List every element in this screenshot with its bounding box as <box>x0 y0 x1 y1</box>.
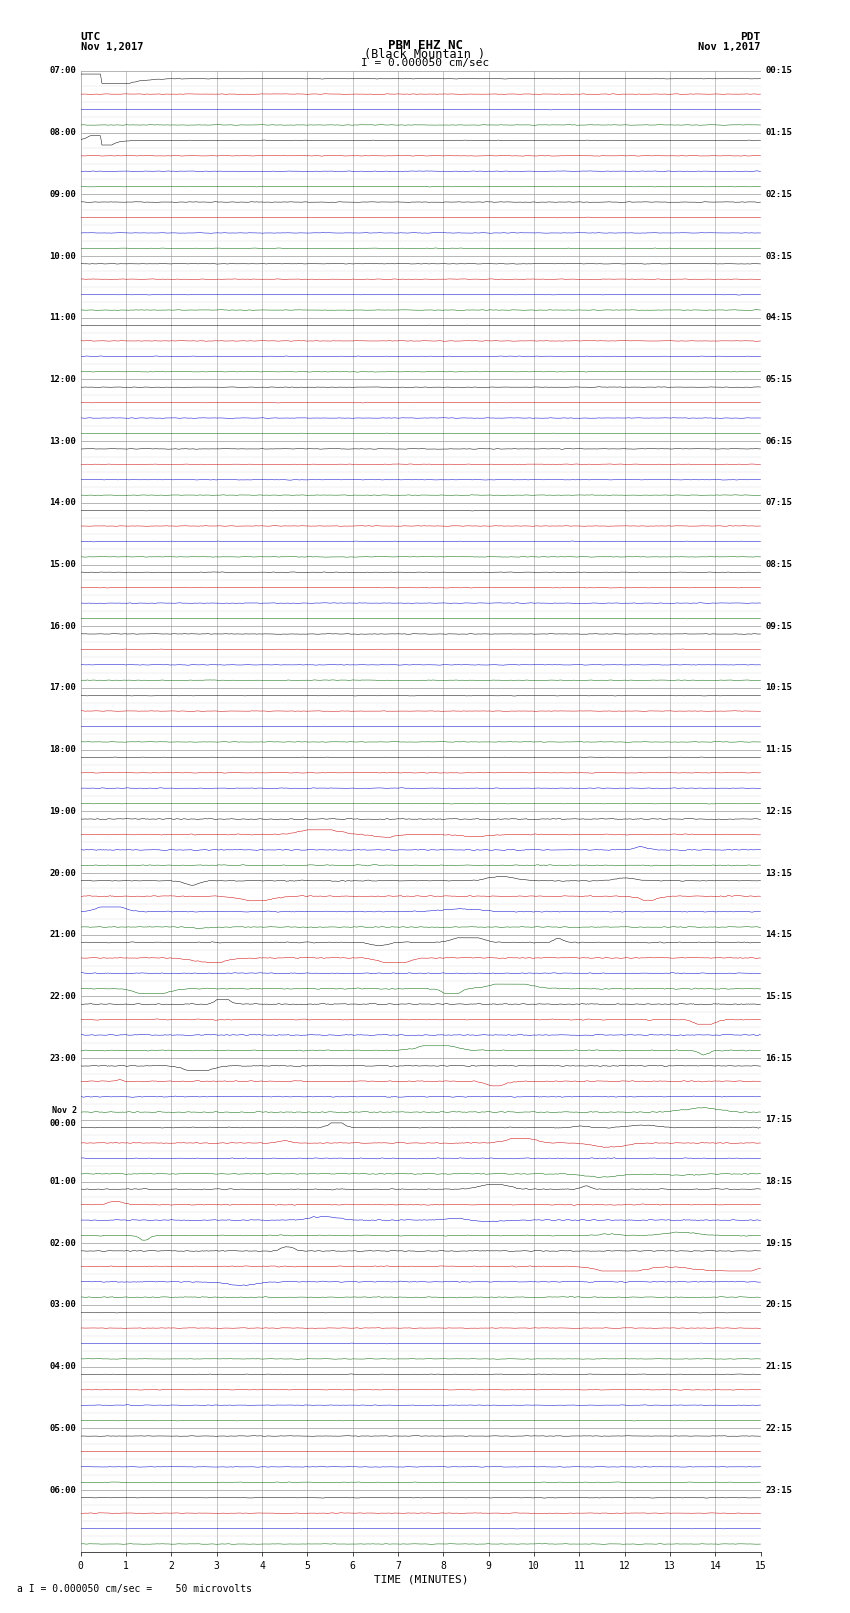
Text: 18:15: 18:15 <box>765 1177 792 1186</box>
Text: Nov 1,2017: Nov 1,2017 <box>81 42 144 52</box>
Text: 10:00: 10:00 <box>49 252 76 261</box>
Text: 03:15: 03:15 <box>765 252 792 261</box>
Text: UTC: UTC <box>81 32 101 42</box>
Text: 04:00: 04:00 <box>49 1361 76 1371</box>
Text: Nov 2: Nov 2 <box>52 1105 76 1115</box>
Text: 17:00: 17:00 <box>49 684 76 692</box>
Text: 08:00: 08:00 <box>49 127 76 137</box>
Text: 15:15: 15:15 <box>765 992 792 1002</box>
Text: 06:00: 06:00 <box>49 1486 76 1495</box>
Text: 19:00: 19:00 <box>49 806 76 816</box>
Text: 07:15: 07:15 <box>765 498 792 508</box>
Text: 20:15: 20:15 <box>765 1300 792 1310</box>
Text: 13:00: 13:00 <box>49 437 76 445</box>
Text: 17:15: 17:15 <box>765 1115 792 1124</box>
Text: 14:15: 14:15 <box>765 931 792 939</box>
Text: 04:15: 04:15 <box>765 313 792 323</box>
Text: a I = 0.000050 cm/sec =    50 microvolts: a I = 0.000050 cm/sec = 50 microvolts <box>17 1584 252 1594</box>
Text: 11:15: 11:15 <box>765 745 792 755</box>
Text: 16:00: 16:00 <box>49 621 76 631</box>
Text: 12:15: 12:15 <box>765 806 792 816</box>
Text: 06:15: 06:15 <box>765 437 792 445</box>
X-axis label: TIME (MINUTES): TIME (MINUTES) <box>373 1574 468 1586</box>
Text: 11:00: 11:00 <box>49 313 76 323</box>
Text: 23:15: 23:15 <box>765 1486 792 1495</box>
Text: 12:00: 12:00 <box>49 374 76 384</box>
Text: 21:00: 21:00 <box>49 931 76 939</box>
Text: Nov 1,2017: Nov 1,2017 <box>698 42 761 52</box>
Text: 02:15: 02:15 <box>765 190 792 198</box>
Text: PDT: PDT <box>740 32 761 42</box>
Text: 19:15: 19:15 <box>765 1239 792 1248</box>
Text: 15:00: 15:00 <box>49 560 76 569</box>
Text: 13:15: 13:15 <box>765 868 792 877</box>
Text: 00:00: 00:00 <box>49 1118 76 1127</box>
Text: PBM EHZ NC: PBM EHZ NC <box>388 39 462 52</box>
Text: (Black Mountain ): (Black Mountain ) <box>365 48 485 61</box>
Text: 10:15: 10:15 <box>765 684 792 692</box>
Text: 20:00: 20:00 <box>49 868 76 877</box>
Text: 01:15: 01:15 <box>765 127 792 137</box>
Text: 07:00: 07:00 <box>49 66 76 76</box>
Text: 23:00: 23:00 <box>49 1053 76 1063</box>
Text: 22:00: 22:00 <box>49 992 76 1002</box>
Text: 16:15: 16:15 <box>765 1053 792 1063</box>
Text: 02:00: 02:00 <box>49 1239 76 1248</box>
Text: 09:15: 09:15 <box>765 621 792 631</box>
Text: 05:15: 05:15 <box>765 374 792 384</box>
Text: 21:15: 21:15 <box>765 1361 792 1371</box>
Text: 09:00: 09:00 <box>49 190 76 198</box>
Text: I = 0.000050 cm/sec: I = 0.000050 cm/sec <box>361 58 489 68</box>
Text: 18:00: 18:00 <box>49 745 76 755</box>
Text: 05:00: 05:00 <box>49 1424 76 1432</box>
Text: 01:00: 01:00 <box>49 1177 76 1186</box>
Text: 00:15: 00:15 <box>765 66 792 76</box>
Text: 22:15: 22:15 <box>765 1424 792 1432</box>
Text: 14:00: 14:00 <box>49 498 76 508</box>
Text: 08:15: 08:15 <box>765 560 792 569</box>
Text: 03:00: 03:00 <box>49 1300 76 1310</box>
